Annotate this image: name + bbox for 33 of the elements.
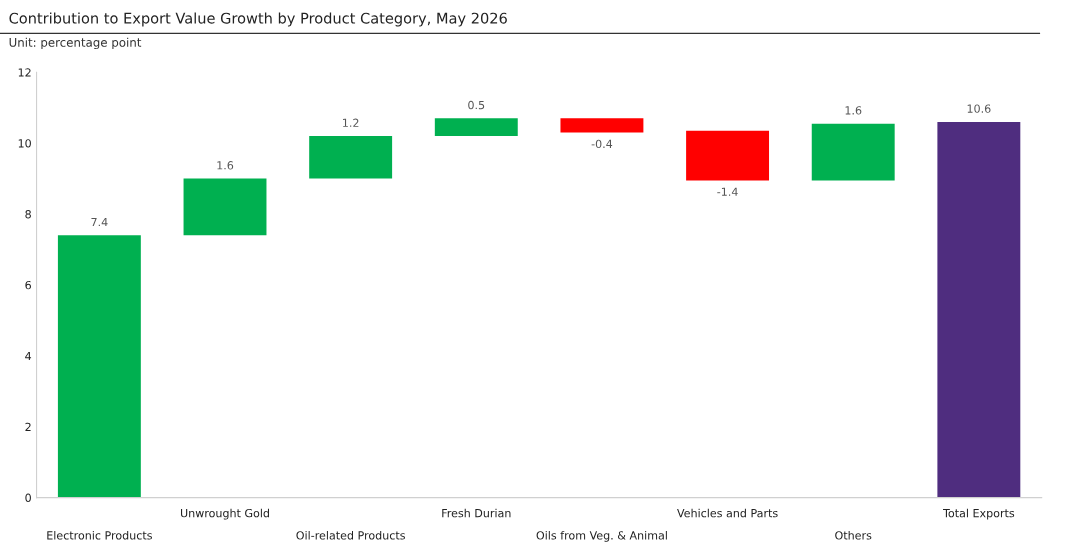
y-tick-label: 6 — [25, 280, 31, 290]
x-tick-label: Vehicles and Parts — [677, 508, 778, 518]
x-tick-label: Unwrought Gold — [181, 508, 269, 520]
chart-title: Contribution to Export Value Growth by Product Category, May 2026 — [9, 12, 507, 27]
bar — [560, 118, 644, 133]
y-tick-label: 12 — [18, 68, 31, 77]
x-tick-label: Total Exports — [943, 508, 1015, 520]
data-label: -0.4 — [591, 139, 613, 149]
y-tick-label: 0 — [25, 493, 31, 502]
bar — [434, 118, 518, 137]
data-label: 0.5 — [468, 100, 485, 110]
data-label: 1.6 — [217, 161, 234, 170]
y-tick-label: 2 — [25, 422, 31, 431]
bar — [57, 235, 141, 498]
data-label: 1.2 — [343, 118, 359, 127]
x-tick-label: Oil-related Products — [296, 530, 405, 540]
chart-subtitle: Unit: percentage point — [9, 37, 142, 50]
y-tick-label: 10 — [18, 139, 31, 148]
data-label: -1.4 — [717, 187, 738, 196]
y-tick-label: 4 — [25, 351, 32, 361]
x-tick-label: Fresh Durian — [442, 508, 511, 518]
x-tick-label: Others — [835, 530, 872, 540]
data-label: 7.4 — [91, 217, 108, 227]
y-tick-label: 8 — [25, 210, 31, 219]
bar — [811, 123, 895, 181]
x-tick-label: Oils from Veg. & Animal — [536, 530, 667, 542]
bar — [309, 136, 393, 179]
data-label: 1.6 — [845, 106, 862, 115]
data-label: 10.6 — [967, 104, 991, 113]
bar — [937, 121, 1021, 498]
bar — [686, 130, 770, 181]
bar — [183, 178, 267, 236]
x-tick-label: Electronic Products — [47, 530, 152, 540]
